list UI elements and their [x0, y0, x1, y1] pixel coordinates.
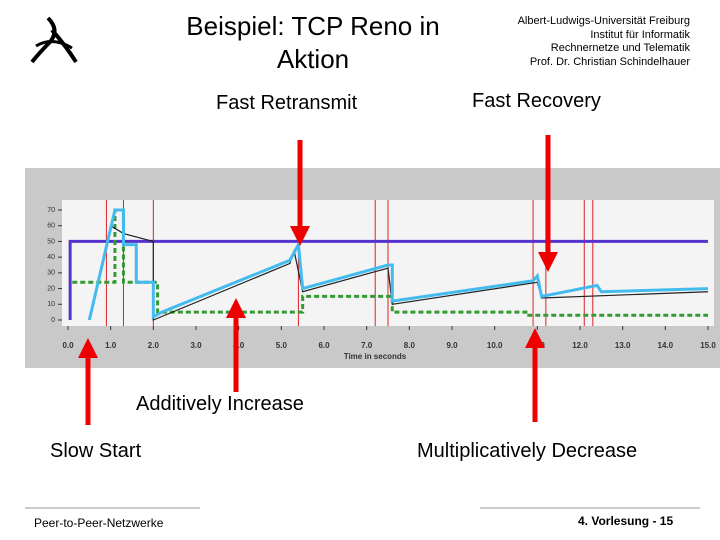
- x-tick-label: 10.0: [487, 341, 503, 350]
- annotation: Slow Start: [50, 440, 142, 462]
- x-tick-label: 15.0: [700, 341, 716, 350]
- institution-line: Institut für Informatik: [590, 28, 690, 41]
- y-tick-label: 30: [47, 270, 55, 277]
- x-tick-label: 14.0: [658, 341, 674, 350]
- y-tick-label: 20: [47, 285, 55, 292]
- annotation: Fast Retransmit: [216, 92, 358, 114]
- y-tick-label: 40: [47, 254, 55, 261]
- x-tick-label: 4.0: [233, 341, 245, 350]
- x-tick-label: 6.0: [318, 341, 330, 350]
- y-tick-label: 0: [51, 317, 55, 324]
- slide-title: Beispiel: TCP Reno in Aktion: [186, 11, 440, 74]
- annotation: Multiplicatively Decrease: [417, 440, 638, 462]
- y-tick-label: 70: [47, 207, 55, 214]
- y-tick-label: 50: [47, 238, 55, 245]
- x-tick-label: 3.0: [190, 341, 202, 350]
- footer-right: 4. Vorlesung - 15: [578, 514, 674, 528]
- x-tick-label: 1.0: [105, 341, 117, 350]
- institution-line: Albert-Ludwigs-Universität Freiburg: [517, 15, 690, 27]
- x-tick-label: 5.0: [276, 341, 288, 350]
- x-tick-label: 8.0: [404, 341, 416, 350]
- x-axis-label: Time in seconds: [344, 352, 407, 361]
- institution-line: Rechnernetze und Telematik: [550, 42, 690, 54]
- x-tick-label: 9.0: [446, 341, 458, 350]
- x-tick-label: 12.0: [572, 341, 588, 350]
- x-tick-label: 7.0: [361, 341, 373, 350]
- x-tick-label: 0.0: [62, 341, 74, 350]
- y-tick-label: 60: [47, 223, 55, 230]
- annotation: Additively Increase: [136, 393, 304, 415]
- x-tick-label: 2.0: [148, 341, 160, 350]
- institution-line: Prof. Dr. Christian Schindelhauer: [529, 55, 690, 68]
- series-line: [68, 239, 708, 320]
- footer-left: Peer-to-Peer-Netzwerke: [34, 516, 164, 530]
- institution: Albert-Ludwigs-Universität Freiburg Inst…: [518, 15, 690, 69]
- annotation: Fast Recovery: [472, 90, 601, 112]
- x-tick-label: 11.0: [530, 341, 546, 350]
- x-tick-label: 13.0: [615, 341, 631, 350]
- y-tick-label: 10: [47, 301, 55, 308]
